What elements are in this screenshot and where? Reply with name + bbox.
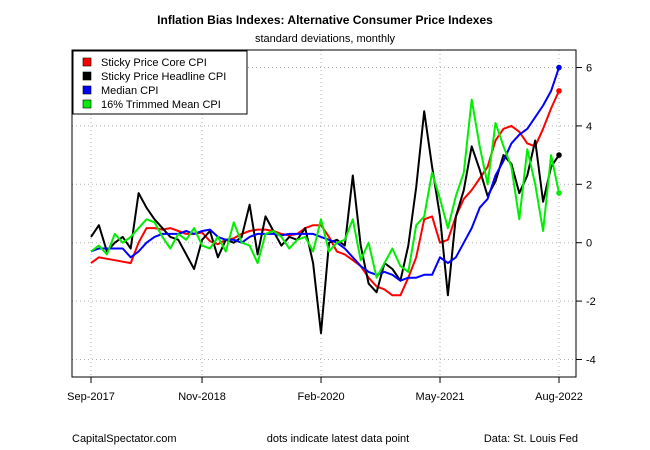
legend-box bbox=[72, 50, 248, 115]
footer-note: dots indicate latest data point bbox=[267, 433, 409, 445]
footer-data-source: Data: St. Louis Fed bbox=[484, 433, 578, 445]
y-axis: -4 -2 0 2 4 6 bbox=[576, 63, 596, 366]
x-tick-label: Sep-2017 bbox=[67, 391, 115, 403]
latest-point-16-trimmed-mean-cpi bbox=[556, 190, 562, 196]
x-tick-label: Aug-2022 bbox=[535, 391, 583, 403]
legend-swatch-sticky-core bbox=[82, 57, 92, 67]
legend: Sticky Price Core CPI Sticky Price Headl… bbox=[72, 50, 248, 115]
legend-label-trimmed-mean: 16% Trimmed Mean CPI bbox=[101, 99, 221, 111]
legend-label-sticky-core: Sticky Price Core CPI bbox=[101, 57, 207, 69]
y-tick-label: 2 bbox=[586, 179, 592, 191]
legend-swatch-sticky-headline bbox=[82, 71, 92, 81]
x-tick-label: Nov-2018 bbox=[178, 391, 226, 403]
latest-point-sticky-price-core-cpi bbox=[556, 88, 562, 94]
y-tick-label: 0 bbox=[586, 238, 592, 250]
legend-swatch-median bbox=[82, 85, 92, 95]
footer-source-site: CapitalSpectator.com bbox=[72, 433, 177, 445]
y-tick-label: 4 bbox=[586, 121, 592, 133]
legend-label-sticky-headline: Sticky Price Headline CPI bbox=[101, 71, 226, 83]
series-lines bbox=[90, 64, 562, 335]
series-line-16-trimmed-mean-cpi bbox=[90, 98, 560, 279]
plot-frame bbox=[71, 49, 577, 378]
x-tick-label: Feb-2020 bbox=[297, 391, 344, 403]
series-line-sticky-price-headline-cpi bbox=[90, 110, 560, 335]
legend-swatch-trimmed-mean bbox=[82, 99, 92, 109]
y-tick-label: -4 bbox=[586, 354, 596, 366]
latest-point-median-cpi bbox=[556, 64, 562, 71]
latest-point-sticky-price-headline-cpi bbox=[556, 152, 562, 158]
x-axis: Sep-2017 Nov-2018 Feb-2020 May-2021 Aug-2022 bbox=[67, 377, 583, 403]
chart-subtitle: standard deviations, monthly bbox=[255, 33, 396, 45]
x-tick-label: May-2021 bbox=[416, 391, 465, 403]
legend-label-median: Median CPI bbox=[101, 85, 158, 97]
y-tick-label: -2 bbox=[586, 296, 596, 308]
y-tick-label: 6 bbox=[586, 63, 592, 75]
chart-title: Inflation Bias Indexes: Alternative Cons… bbox=[157, 13, 493, 27]
